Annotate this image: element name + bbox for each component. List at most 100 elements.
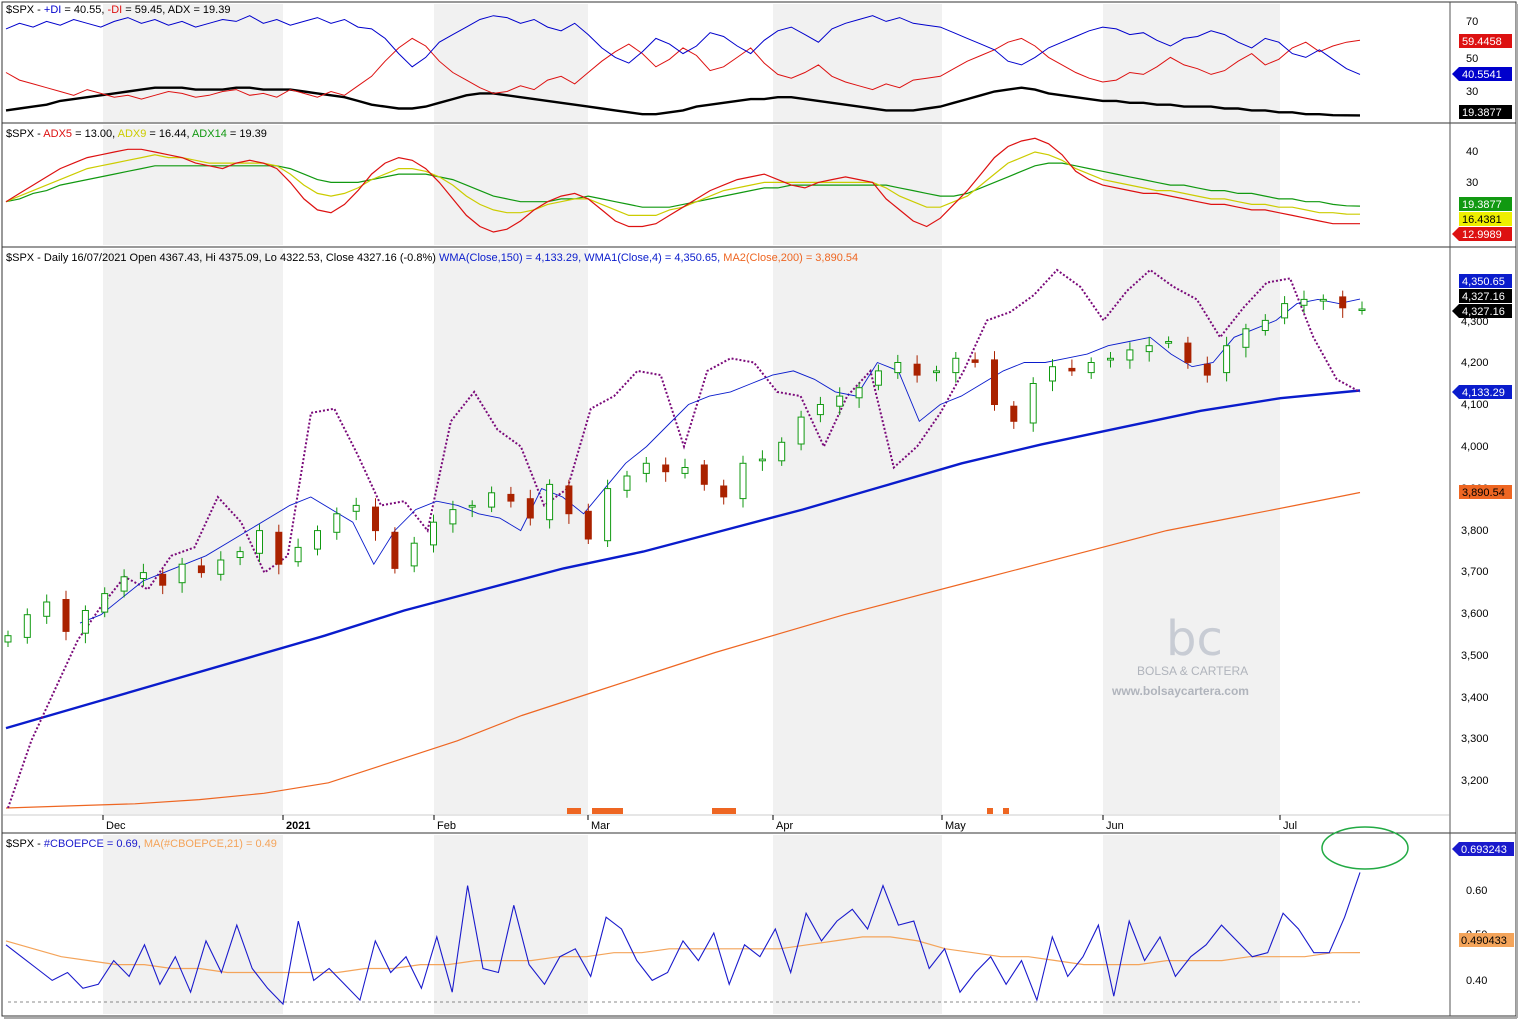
price-candles — [4, 290, 1366, 647]
candle-body — [604, 488, 612, 542]
candle-body — [256, 530, 263, 554]
candle-body — [1223, 345, 1231, 374]
dmi-badge-di-plus: 40.5541 — [1452, 67, 1512, 81]
price-badge-ma200: 3,890.54 — [1459, 485, 1512, 499]
candle-body — [778, 441, 786, 462]
event-marker — [712, 808, 736, 814]
candle-body — [488, 492, 496, 508]
candle-body — [43, 601, 51, 617]
candle-body — [952, 357, 960, 374]
candle-body — [391, 531, 399, 569]
price-tick: 3,800 — [1461, 525, 1489, 537]
month-band — [1103, 835, 1280, 1014]
candle-body — [894, 362, 902, 374]
candle-body — [352, 504, 360, 512]
month-band — [773, 4, 942, 122]
event-markers — [567, 808, 1009, 814]
month-shading — [103, 4, 1280, 1014]
price-tick: 4,200 — [1461, 357, 1489, 369]
candle-body — [1184, 342, 1192, 363]
candle-body — [1165, 341, 1173, 344]
month-label: Jul — [1283, 820, 1297, 832]
adx-tick: 30 — [1466, 177, 1478, 189]
candle-body — [333, 513, 341, 533]
candle-body — [1087, 362, 1095, 374]
candle-body — [1010, 405, 1018, 422]
candle-body — [1107, 357, 1114, 361]
cboe-ma-label: MA(#CBOEPCE,21) = 0.49 — [144, 838, 277, 850]
price-badge-close: 4,327.16 — [1459, 289, 1512, 303]
candle-body — [720, 485, 728, 498]
candle-body — [1281, 303, 1289, 319]
candle-body — [700, 464, 708, 485]
price-tick: 3,200 — [1461, 775, 1489, 787]
dmi-tick: 30 — [1466, 86, 1478, 98]
adx-badge-adx5: 12.9989 — [1452, 227, 1512, 241]
svg-text:19.3877: 19.3877 — [1462, 107, 1502, 119]
month-band — [434, 249, 588, 814]
candle-body — [217, 559, 225, 575]
candle-body — [468, 504, 476, 508]
candle-body — [449, 509, 457, 525]
price-tick: 4,100 — [1461, 399, 1489, 411]
cboe-tick: 0.60 — [1466, 885, 1487, 897]
cboe-ma-badge: 0.490433 — [1459, 933, 1514, 947]
svg-text:4,327.16: 4,327.16 — [1462, 306, 1505, 318]
svg-text:40.5541: 40.5541 — [1462, 69, 1502, 81]
candle-body — [1261, 319, 1269, 331]
cboe-lines — [5, 872, 1361, 1006]
candle-body — [662, 464, 670, 473]
price-badge-close-2: 4,327.16 — [1452, 304, 1512, 318]
adx-line — [5, 86, 1361, 117]
adx-ticks: 40 30 — [1466, 146, 1478, 189]
cboe-header: $SPX - #CBOEPCE = 0.69, MA(#CBOEPCE,21) … — [6, 838, 277, 850]
month-band — [434, 835, 588, 1014]
candle-body — [159, 573, 167, 586]
month-label: May — [945, 820, 966, 832]
candle-body — [410, 542, 418, 567]
month-band — [103, 835, 283, 1014]
month-band — [773, 835, 942, 1014]
price-tick: 3,600 — [1461, 608, 1489, 620]
month-label: Mar — [591, 820, 610, 832]
price-tick: 3,500 — [1461, 650, 1489, 662]
dmi-ticks: 70 50 30 — [1466, 16, 1478, 98]
watermark-url: www.bolsaycartera.com — [1111, 684, 1249, 698]
dmi-di-plus-label: +DI — [44, 4, 61, 16]
candle-body — [1358, 308, 1366, 311]
candle-body — [816, 404, 824, 416]
watermark: bc BOLSA & CARTERA www.bolsaycartera.com — [1111, 611, 1249, 698]
svg-text:16.4381: 16.4381 — [1462, 214, 1502, 226]
candle-body — [565, 485, 573, 515]
month-label: Dec — [106, 820, 126, 832]
svg-text:0.693243: 0.693243 — [1461, 844, 1507, 856]
cboe-label: #CBOEPCE = 0.69, — [44, 838, 144, 850]
event-marker — [987, 808, 993, 814]
candle-body — [1242, 328, 1250, 348]
wma150-line — [5, 389, 1361, 730]
cboe-tick: 0.40 — [1466, 975, 1487, 987]
month-label: 2021 — [286, 820, 310, 832]
svg-text:4,327.16: 4,327.16 — [1462, 291, 1505, 303]
candle-body — [197, 565, 205, 574]
cboe-badge: 0.693243 — [1452, 842, 1514, 856]
adx9-label: ADX9 — [118, 128, 147, 140]
di-minus-line — [5, 37, 1361, 100]
adx5-label: ADX5 — [43, 128, 72, 140]
candle-body — [1300, 298, 1308, 306]
ma200-label: MA2(Close,200) = 3,890.54 — [723, 252, 858, 264]
wma4-label: WMA1(Close,4) = 4,350.65, — [584, 252, 723, 264]
adx5-line — [5, 137, 1360, 233]
dmi-di-minus-label: -DI — [108, 4, 123, 16]
month-label: Apr — [776, 820, 793, 832]
price-tick: 3,700 — [1461, 566, 1489, 578]
candle-body — [855, 387, 863, 399]
candle-body — [62, 599, 70, 632]
svg-text:59.4458: 59.4458 — [1462, 36, 1502, 48]
candle-body — [1049, 366, 1056, 382]
dmi-tick: 70 — [1466, 16, 1478, 28]
cboe-ma-line — [5, 936, 1361, 974]
adx-lines — [5, 137, 1361, 233]
